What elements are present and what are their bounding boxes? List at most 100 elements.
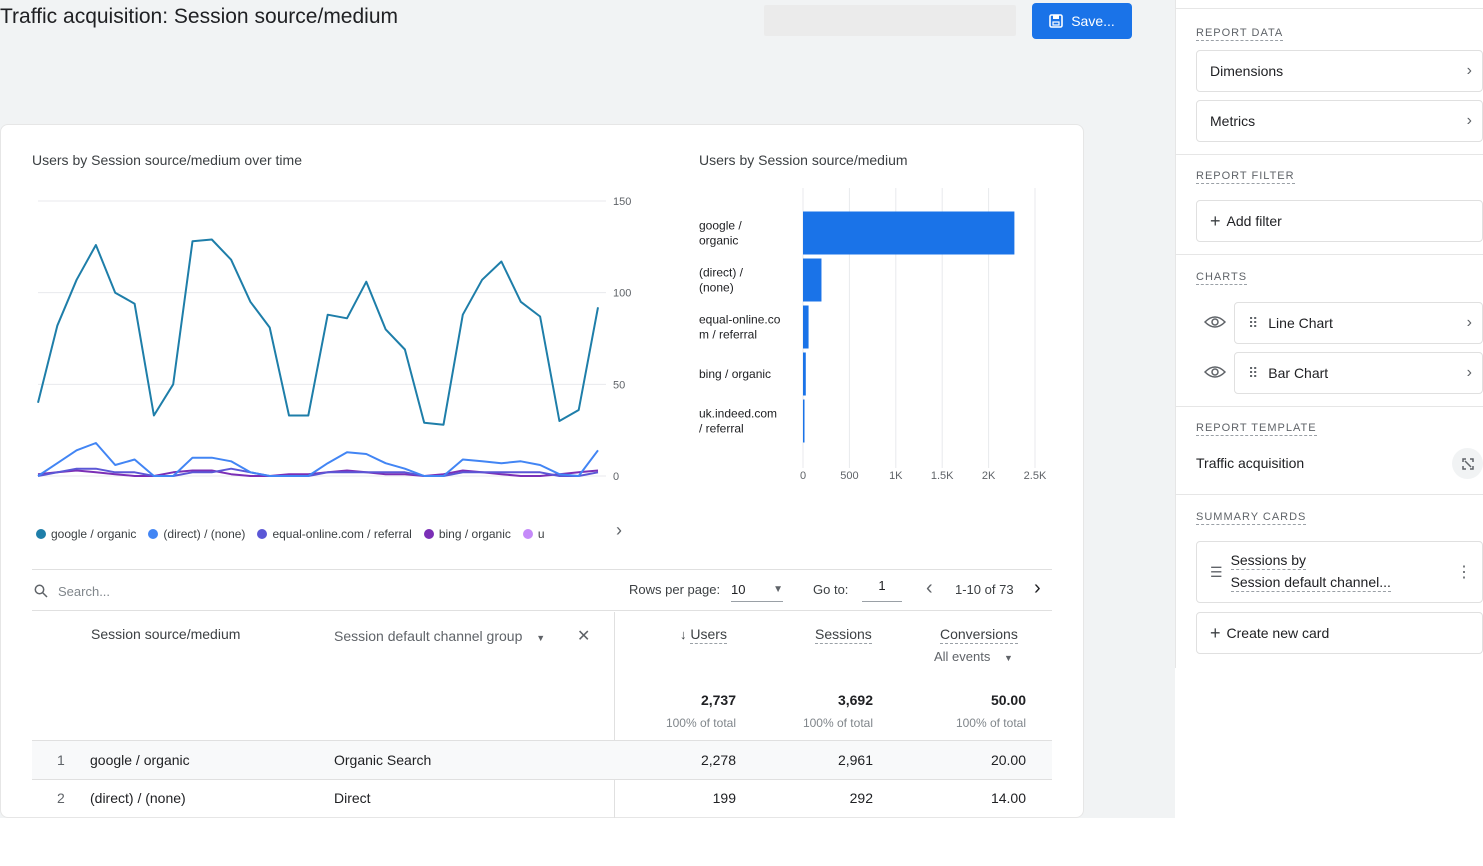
bar-category-label: organic [699, 234, 738, 248]
column-header-source[interactable]: Session source/medium [91, 626, 241, 642]
dimensions-label: Dimensions [1210, 63, 1284, 79]
caret-down-icon: ▼ [1004, 653, 1013, 663]
drag-handle-icon: ⠿ [1248, 364, 1259, 381]
more-vert-icon[interactable]: ⋮ [1456, 564, 1472, 581]
report-filter-heading: REPORT FILTER [1196, 170, 1295, 184]
bar-chart-title: Users by Session source/medium [699, 152, 908, 168]
chevron-right-icon: › [1466, 62, 1472, 79]
x-tick-label: 2K [982, 470, 996, 482]
series-line-direct-none[interactable] [37, 442, 599, 477]
row-source[interactable]: google / organic [90, 752, 190, 768]
line-chart-label: Line Chart [1268, 315, 1333, 331]
divider [32, 610, 1052, 611]
bar[interactable] [803, 258, 822, 302]
line-chart[interactable]: 150 100 50 0 [0, 180, 660, 500]
goto-input[interactable]: 1 [862, 578, 902, 602]
column-header-sessions[interactable]: Sessions [815, 626, 872, 644]
bar-category-label: m / referral [699, 328, 757, 342]
report-data-heading: REPORT DATA [1196, 27, 1284, 41]
bar-category-label: equal-online.co [699, 313, 781, 327]
legend-dot [522, 529, 533, 539]
bar-category-label: / referral [699, 422, 744, 436]
next-page-button[interactable]: › [1034, 577, 1041, 599]
save-placeholder [764, 5, 1016, 36]
dimensions-button[interactable]: Dimensions › [1196, 50, 1483, 92]
divider [1175, 154, 1483, 155]
caret-down-icon: ▼ [536, 633, 546, 643]
legend-item[interactable]: google / organic [36, 527, 136, 541]
bar[interactable] [803, 305, 809, 349]
save-label: Save... [1071, 13, 1115, 29]
row-index: 2 [57, 790, 65, 806]
bar-chart[interactable]: 0 500 1K 1.5K 2K 2.5K google /organic (direct) … [690, 180, 1070, 500]
summary-card[interactable]: ☰ Sessions by Session default channel...… [1196, 541, 1483, 603]
save-button[interactable]: Save... [1032, 3, 1132, 39]
create-card-label: Create new card [1226, 625, 1330, 641]
conversions-event-select[interactable]: All events ▼ [934, 649, 1013, 664]
pagination-label: 1-10 of 73 [955, 582, 1014, 597]
bar[interactable] [803, 399, 805, 443]
drag-handle-icon: ⠿ [1248, 314, 1259, 331]
rows-per-page-value: 10 [731, 582, 746, 597]
card-type-icon: ☰ [1210, 563, 1223, 580]
series-line-equal-online-com-referral[interactable] [37, 467, 599, 477]
rows-per-page-select[interactable]: 10 ▼ [731, 578, 783, 602]
row-channel: Direct [334, 790, 371, 806]
arrow-down-icon: ↓ [680, 627, 687, 642]
total-users-sub: 100% of total [665, 716, 736, 730]
summary-card-line2: Session default channel... [1230, 574, 1391, 592]
add-filter-button[interactable]: + Add filter [1196, 200, 1483, 242]
plus-icon: + [1210, 210, 1221, 231]
chevron-right-icon: › [1466, 314, 1472, 331]
row-users: 199 [712, 790, 736, 806]
table-row[interactable] [32, 741, 1052, 779]
column-divider [614, 612, 615, 818]
metrics-button[interactable]: Metrics › [1196, 100, 1483, 142]
y-tick-label: 50 [613, 379, 625, 391]
eye-icon[interactable] [1204, 364, 1226, 380]
remove-dimension-icon[interactable]: ✕ [577, 628, 591, 645]
summary-card-line1: Sessions by [1230, 552, 1307, 570]
customize-panel [1175, 0, 1483, 668]
divider [1175, 494, 1483, 495]
prev-page-button[interactable]: ‹ [926, 577, 933, 599]
legend-item[interactable]: equal-online.com / referral [257, 527, 412, 541]
y-tick-label: 100 [613, 288, 631, 300]
column-header-conversions[interactable]: Conversions [940, 626, 1018, 644]
x-tick-label: 1.5K [931, 470, 954, 482]
eye-icon[interactable] [1204, 314, 1226, 330]
legend-item[interactable]: u [522, 527, 545, 541]
row-conversions: 14.00 [990, 790, 1026, 806]
report-template-heading: REPORT TEMPLATE [1196, 422, 1317, 436]
legend-item[interactable]: bing / organic [423, 527, 511, 541]
column-header-sessions-label: Sessions [815, 626, 872, 644]
rows-per-page-label: Rows per page: [629, 582, 721, 597]
search-input[interactable] [58, 580, 258, 602]
row-source[interactable]: (direct) / (none) [90, 790, 186, 806]
page-title: Traffic acquisition: Session source/medi… [0, 5, 399, 28]
column-header-users-label: Users [690, 626, 727, 644]
legend-dot [257, 529, 268, 539]
series-line-google-organic[interactable] [37, 238, 599, 426]
unlink-icon[interactable] [1452, 448, 1483, 479]
chart-legend: google / organic (direct) / (none) equal-o… [36, 524, 626, 544]
column-header-users[interactable]: ↓ Users [680, 626, 727, 644]
metrics-label: Metrics [1210, 113, 1256, 129]
divider [1175, 406, 1483, 407]
legend-dot [148, 529, 159, 539]
legend-label: equal-online.com / referral [272, 527, 412, 541]
legend-next-button[interactable]: › [616, 520, 622, 540]
column-header-channel[interactable]: Session default channel group ▼ [334, 628, 545, 644]
bar-chart-label: Bar Chart [1268, 365, 1329, 381]
bar[interactable] [803, 211, 1015, 255]
create-card-button[interactable]: + Create new card [1196, 612, 1483, 654]
line-chart-option[interactable]: ⠿ Line Chart › [1234, 302, 1483, 344]
row-channel: Organic Search [334, 752, 432, 768]
bar-chart-option[interactable]: ⠿ Bar Chart › [1234, 352, 1483, 394]
bar-category-label: google / [699, 219, 742, 233]
column-header-conversions-label: Conversions [940, 626, 1018, 644]
legend-item[interactable]: (direct) / (none) [148, 527, 245, 541]
bar[interactable] [803, 352, 806, 396]
chevron-right-icon: › [1466, 112, 1472, 129]
row-sessions: 292 [849, 790, 873, 806]
